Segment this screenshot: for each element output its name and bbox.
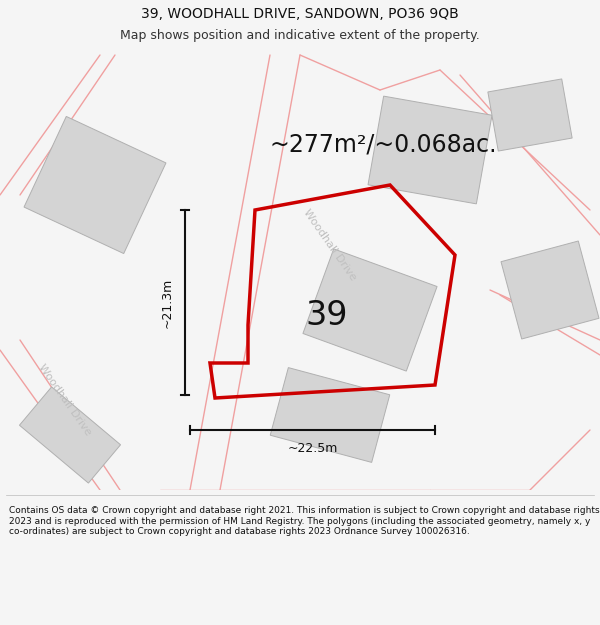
Polygon shape xyxy=(501,241,599,339)
Text: ~277m²/~0.068ac.: ~277m²/~0.068ac. xyxy=(270,133,497,157)
Text: Map shows position and indicative extent of the property.: Map shows position and indicative extent… xyxy=(120,29,480,42)
Polygon shape xyxy=(270,368,390,462)
Text: Contains OS data © Crown copyright and database right 2021. This information is : Contains OS data © Crown copyright and d… xyxy=(9,506,599,536)
Polygon shape xyxy=(19,387,121,483)
Polygon shape xyxy=(368,96,492,204)
Polygon shape xyxy=(303,249,437,371)
Polygon shape xyxy=(24,116,166,254)
Polygon shape xyxy=(488,79,572,151)
Text: Woodhall Drive: Woodhall Drive xyxy=(302,208,358,282)
Text: Woodhall Drive: Woodhall Drive xyxy=(37,362,94,438)
Text: 39, WOODHALL DRIVE, SANDOWN, PO36 9QB: 39, WOODHALL DRIVE, SANDOWN, PO36 9QB xyxy=(141,7,459,21)
Text: 39: 39 xyxy=(306,299,348,332)
Text: ~21.3m: ~21.3m xyxy=(161,278,173,328)
Text: ~22.5m: ~22.5m xyxy=(287,441,338,454)
